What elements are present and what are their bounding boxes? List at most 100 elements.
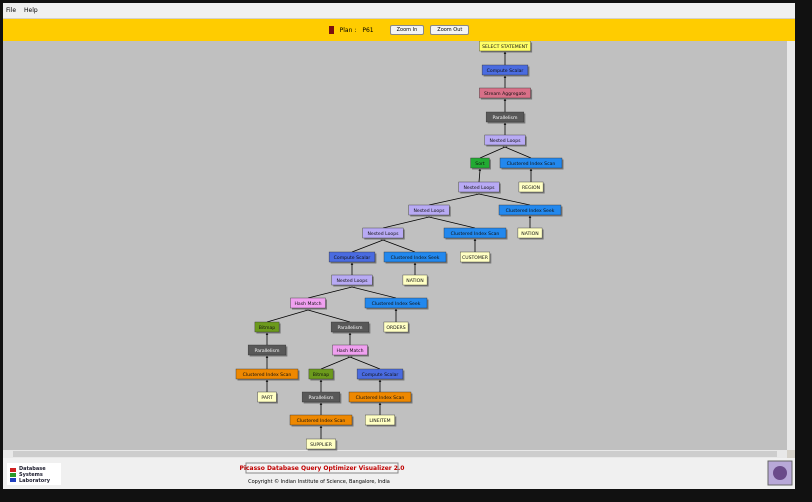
plan-node[interactable] <box>484 134 526 146</box>
plan-swatch <box>328 26 334 34</box>
node-label: ORDERS <box>386 325 405 331</box>
plan-node[interactable] <box>443 227 507 239</box>
edge <box>428 193 480 206</box>
node-label: Compute Scalar <box>487 68 524 74</box>
title-box <box>245 462 399 474</box>
edge <box>428 216 476 229</box>
plan-canvas: SELECT STATEMENT Compute Scalar Stream Agg… <box>3 41 795 458</box>
menu-bar: File Help <box>3 3 795 18</box>
node-label: Sort <box>475 161 485 167</box>
lab-name: Systems <box>19 472 43 478</box>
v-scrollbar[interactable] <box>787 41 795 450</box>
node-label: Parallelism <box>309 395 334 401</box>
plan-node[interactable] <box>332 344 368 356</box>
menu-item[interactable]: File <box>6 7 17 14</box>
node-label: CUSTOMER <box>462 255 489 261</box>
plan-node[interactable] <box>460 251 491 263</box>
node-label: Clustered Index Scan <box>507 161 556 167</box>
plan-node[interactable] <box>383 321 409 333</box>
plan-node[interactable] <box>257 391 277 403</box>
node-label: Clustered Index Scan <box>356 395 405 401</box>
plan-node[interactable] <box>301 391 341 403</box>
edge <box>478 193 531 206</box>
node-label: SUPPLIER <box>310 442 333 448</box>
node-label: Bitmap <box>259 325 276 331</box>
node-label: NATION <box>406 278 423 284</box>
edge <box>382 239 416 253</box>
edge <box>382 216 430 229</box>
toolbar: Plan : P61 Zoom In Zoom Out <box>3 19 795 41</box>
plan-node[interactable] <box>356 368 404 380</box>
plan-node[interactable] <box>364 297 428 309</box>
node-label: Nested Loops <box>413 208 445 214</box>
plan-node[interactable] <box>289 414 353 426</box>
node-label: Clustered Index Seek <box>372 301 421 307</box>
edge <box>479 146 506 159</box>
plan-node[interactable] <box>518 181 544 193</box>
plan-node[interactable] <box>331 274 373 286</box>
h-scroll-thumb[interactable] <box>13 451 777 457</box>
plan-node[interactable] <box>498 204 562 216</box>
node-label: Nested Loops <box>336 278 368 284</box>
plan-node[interactable] <box>517 227 543 239</box>
zoom-out-button[interactable]: Zoom Out <box>430 25 470 35</box>
plan-node[interactable] <box>362 227 404 239</box>
plan-node[interactable] <box>479 41 531 52</box>
node-label: Compute Scalar <box>362 372 399 378</box>
node-label: Nested Loops <box>489 138 521 144</box>
zoom-in-button[interactable]: Zoom In <box>389 25 425 35</box>
node-label: Clustered Index Scan <box>297 418 346 424</box>
node-label: Parallelism <box>255 348 280 354</box>
edge <box>504 146 532 159</box>
footer: Database Systems Laboratory Picasso Data… <box>3 458 795 489</box>
footer-graphics: Database Systems Laboratory Picasso Data… <box>7 460 793 486</box>
plan-node[interactable] <box>254 321 280 333</box>
plan-node[interactable] <box>481 64 529 76</box>
edge <box>351 239 384 253</box>
edge <box>351 286 397 299</box>
node-label: Clustered Index Scan <box>451 231 500 237</box>
plan-node[interactable] <box>306 438 337 450</box>
plan-node[interactable] <box>290 297 326 309</box>
plan-node[interactable] <box>235 368 299 380</box>
node-label: LINEITEM <box>369 418 390 424</box>
plan-node[interactable] <box>383 251 447 263</box>
node-label: Clustered Index Seek <box>506 208 555 214</box>
lab-name: Database <box>19 466 46 472</box>
node-label: REGION <box>522 185 540 191</box>
edge <box>349 356 381 370</box>
plan-node[interactable] <box>485 111 525 123</box>
plan-node[interactable] <box>247 344 287 356</box>
plan-node[interactable] <box>458 181 500 193</box>
plan-node[interactable] <box>470 157 490 169</box>
edge <box>266 309 309 323</box>
node-label: Parallelism <box>338 325 363 331</box>
copyright: Copyright © Indian Institute of Science,… <box>248 478 390 485</box>
icon-figure <box>773 466 787 480</box>
node-label: Clustered Index Scan <box>243 372 292 378</box>
lab-logo <box>7 463 61 485</box>
edge <box>478 169 481 183</box>
plan-node[interactable] <box>328 251 376 263</box>
node-label: Stream Aggregate <box>484 91 526 97</box>
plan-node[interactable] <box>348 391 412 403</box>
plan-node[interactable] <box>479 87 531 99</box>
edge <box>307 286 353 299</box>
edge <box>307 309 351 323</box>
plan-node[interactable] <box>308 368 334 380</box>
plan-node[interactable] <box>408 204 450 216</box>
menu-item[interactable]: Help <box>24 7 38 14</box>
edge <box>320 356 351 370</box>
app-window: File Help Plan : P61 Zoom In Zoom Out SE… <box>3 3 795 489</box>
plan-node[interactable] <box>365 414 396 426</box>
logo-block <box>10 468 16 472</box>
plan-node[interactable] <box>330 321 370 333</box>
node-label: PART <box>261 395 272 401</box>
plan-node[interactable] <box>402 274 428 286</box>
node-label: Nested Loops <box>463 185 495 191</box>
node-label: Nested Loops <box>367 231 399 237</box>
node-label: Hash Match <box>336 348 363 354</box>
plan-node[interactable] <box>499 157 563 169</box>
plan-label: Plan : <box>339 26 357 34</box>
node-label: NATION <box>521 231 538 237</box>
